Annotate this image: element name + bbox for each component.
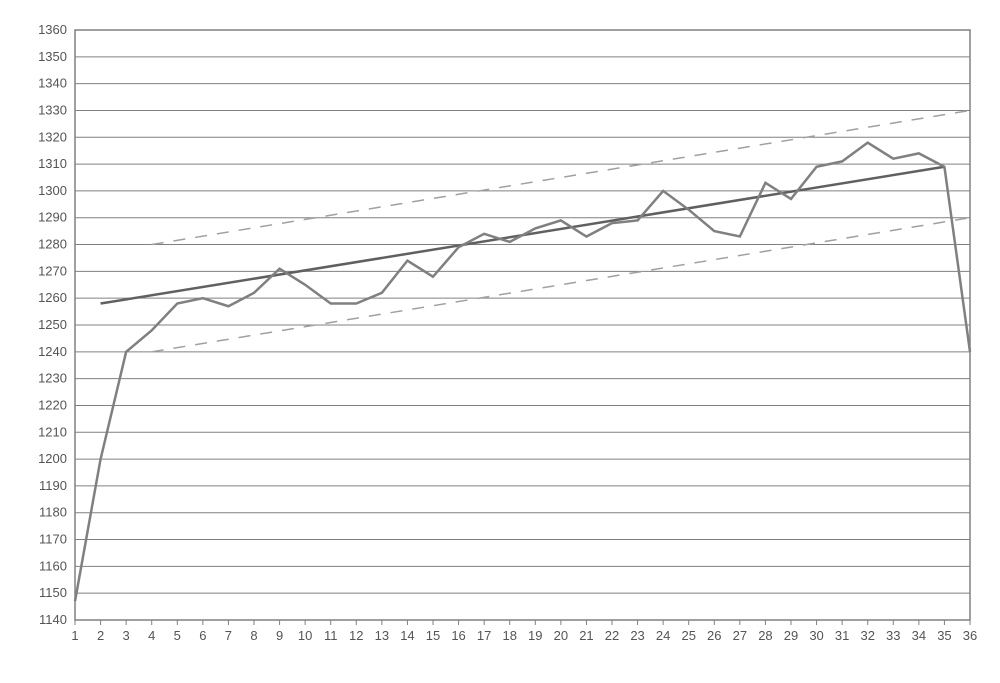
x-axis-label: 27	[733, 628, 747, 643]
x-axis-label: 21	[579, 628, 593, 643]
x-axis-label: 24	[656, 628, 670, 643]
x-axis-label: 14	[400, 628, 414, 643]
x-axis-label: 18	[502, 628, 516, 643]
x-axis-label: 5	[174, 628, 181, 643]
x-axis-label: 10	[298, 628, 312, 643]
x-axis-label: 6	[199, 628, 206, 643]
chart-svg: 1140115011601170118011901200121012201230…	[20, 20, 980, 663]
x-axis-label: 1	[71, 628, 78, 643]
y-axis-label: 1290	[38, 210, 67, 225]
x-axis-label: 30	[809, 628, 823, 643]
x-axis-label: 26	[707, 628, 721, 643]
x-axis-label: 20	[554, 628, 568, 643]
x-axis-label: 31	[835, 628, 849, 643]
y-axis-label: 1230	[38, 371, 67, 386]
upper-bound-line	[152, 110, 970, 244]
x-axis-label: 9	[276, 628, 283, 643]
x-axis-label: 36	[963, 628, 977, 643]
y-axis-label: 1150	[39, 585, 67, 600]
y-axis-label: 1320	[38, 129, 67, 144]
y-axis-label: 1260	[38, 290, 67, 305]
x-axis-label: 17	[477, 628, 491, 643]
x-axis-label: 25	[681, 628, 695, 643]
y-axis-label: 1310	[38, 156, 67, 171]
x-axis-label: 32	[860, 628, 874, 643]
y-axis-label: 1270	[38, 263, 67, 278]
x-axis-label: 28	[758, 628, 772, 643]
x-axis-label: 19	[528, 628, 542, 643]
y-axis-label: 1180	[39, 505, 67, 520]
y-axis-label: 1330	[38, 102, 67, 117]
y-axis-label: 1250	[38, 317, 67, 332]
y-axis-label: 1340	[38, 76, 67, 91]
y-axis-label: 1300	[38, 183, 67, 198]
x-axis-label: 33	[886, 628, 900, 643]
x-axis-label: 3	[123, 628, 130, 643]
y-axis-label: 1350	[38, 49, 67, 64]
x-axis-label: 8	[250, 628, 257, 643]
y-axis-label: 1360	[38, 22, 67, 37]
x-axis-label: 35	[937, 628, 951, 643]
x-axis-label: 34	[912, 628, 926, 643]
x-axis-label: 2	[97, 628, 104, 643]
x-axis-label: 16	[451, 628, 465, 643]
x-axis-label: 4	[148, 628, 155, 643]
x-axis-label: 23	[630, 628, 644, 643]
y-axis-label: 1220	[38, 397, 67, 412]
y-axis-label: 1190	[39, 478, 67, 493]
x-axis-label: 15	[426, 628, 440, 643]
y-axis-label: 1160	[39, 558, 67, 573]
lower-bound-line	[152, 218, 970, 352]
line-chart: 1140115011601170118011901200121012201230…	[20, 20, 980, 663]
x-axis-label: 29	[784, 628, 798, 643]
x-axis-label: 13	[375, 628, 389, 643]
y-axis-label: 1170	[39, 532, 67, 547]
y-axis-label: 1200	[38, 451, 67, 466]
y-axis-label: 1240	[38, 344, 67, 359]
data-series-line	[75, 143, 970, 602]
y-axis-label: 1140	[39, 612, 67, 627]
x-axis-label: 7	[225, 628, 232, 643]
x-axis-label: 22	[605, 628, 619, 643]
y-axis-label: 1210	[38, 424, 67, 439]
x-axis-label: 12	[349, 628, 363, 643]
y-axis-label: 1280	[38, 237, 67, 252]
x-axis-label: 11	[324, 628, 338, 643]
